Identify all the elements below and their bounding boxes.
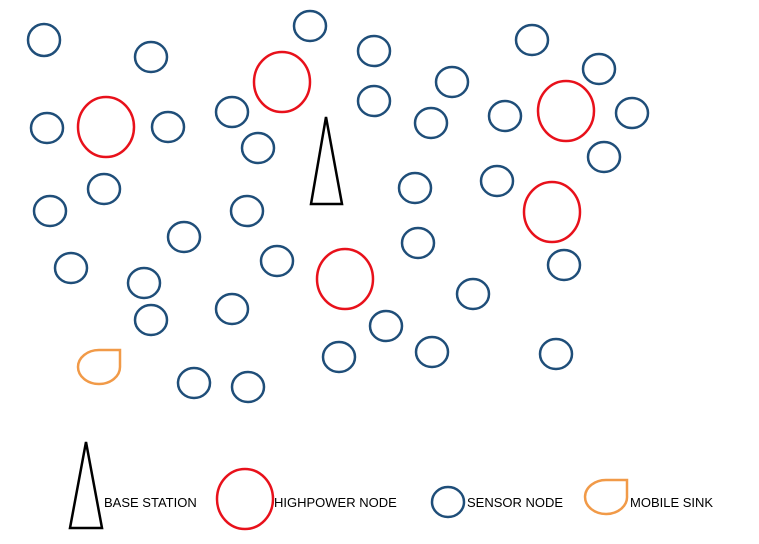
sensor-node-icon — [413, 106, 449, 140]
sensor-node-icon — [434, 65, 470, 99]
sensor-node-icon — [259, 244, 295, 278]
sensor-node-icon — [546, 248, 582, 282]
base-station-icon — [309, 116, 344, 206]
legend-sensor-node-icon — [430, 485, 466, 519]
sensor-node-icon — [514, 23, 550, 57]
sensor-node-icon — [229, 194, 265, 228]
sensor-node-icon — [214, 292, 250, 326]
sensor-node-icon — [321, 340, 357, 374]
legend-label-sensor-node: SENSOR NODE — [467, 495, 564, 510]
legend-label-mobile-sink: MOBILE SINK — [630, 495, 714, 510]
sensor-node-icon — [538, 337, 574, 371]
sensor-node-icon — [133, 303, 169, 337]
sensor-node-icon — [214, 95, 250, 129]
sensor-node-icon — [368, 309, 404, 343]
sensor-node-icon — [397, 171, 433, 205]
sensor-node-icon — [53, 251, 89, 285]
sensor-node-icon — [455, 277, 491, 311]
legend-mobile-sink-icon — [583, 478, 629, 516]
sensor-node-icon — [581, 52, 617, 86]
sensor-node-icon — [32, 194, 68, 228]
sensor-node-icon — [586, 140, 622, 174]
sensor-node-icon — [487, 99, 523, 133]
sensor-node-icon — [176, 366, 212, 400]
legend-label-base-station: BASE STATION — [104, 495, 197, 510]
legend-highpower-node-icon — [215, 467, 275, 531]
sensor-node-icon — [166, 220, 202, 254]
sensor-node-icon — [26, 22, 62, 58]
highpower-node-icon — [76, 95, 136, 159]
legend-base-station-icon — [68, 441, 104, 530]
sensor-node-icon — [292, 9, 328, 43]
sensor-node-icon — [133, 40, 169, 74]
sensor-node-icon — [86, 172, 122, 206]
sensor-node-icon — [479, 164, 515, 198]
sensor-node-icon — [356, 84, 392, 118]
highpower-node-icon — [536, 79, 596, 143]
highpower-node-icon — [315, 247, 375, 311]
sensor-node-icon — [614, 96, 650, 130]
sensor-node-icon — [150, 110, 186, 144]
legend-label-highpower-node: HIGHPOWER NODE — [274, 495, 397, 510]
highpower-node-icon — [252, 50, 312, 114]
sensor-node-icon — [356, 34, 392, 68]
sensor-node-icon — [400, 226, 436, 260]
sensor-node-icon — [414, 335, 450, 369]
sensor-node-icon — [29, 111, 65, 145]
sensor-node-icon — [230, 370, 266, 404]
highpower-node-icon — [522, 180, 582, 244]
sensor-node-icon — [126, 266, 162, 300]
mobile-sink-icon — [76, 348, 122, 386]
sensor-node-icon — [240, 131, 276, 165]
